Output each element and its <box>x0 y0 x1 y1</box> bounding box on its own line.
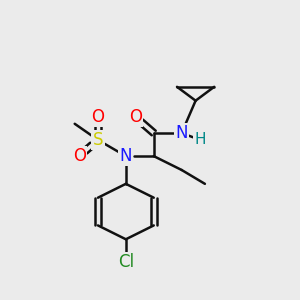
Text: S: S <box>93 131 103 149</box>
Text: O: O <box>92 108 104 126</box>
Text: N: N <box>120 147 132 165</box>
Text: N: N <box>176 124 188 142</box>
Text: O: O <box>73 147 86 165</box>
Text: Cl: Cl <box>118 254 134 272</box>
Text: O: O <box>129 108 142 126</box>
Text: H: H <box>194 132 206 147</box>
